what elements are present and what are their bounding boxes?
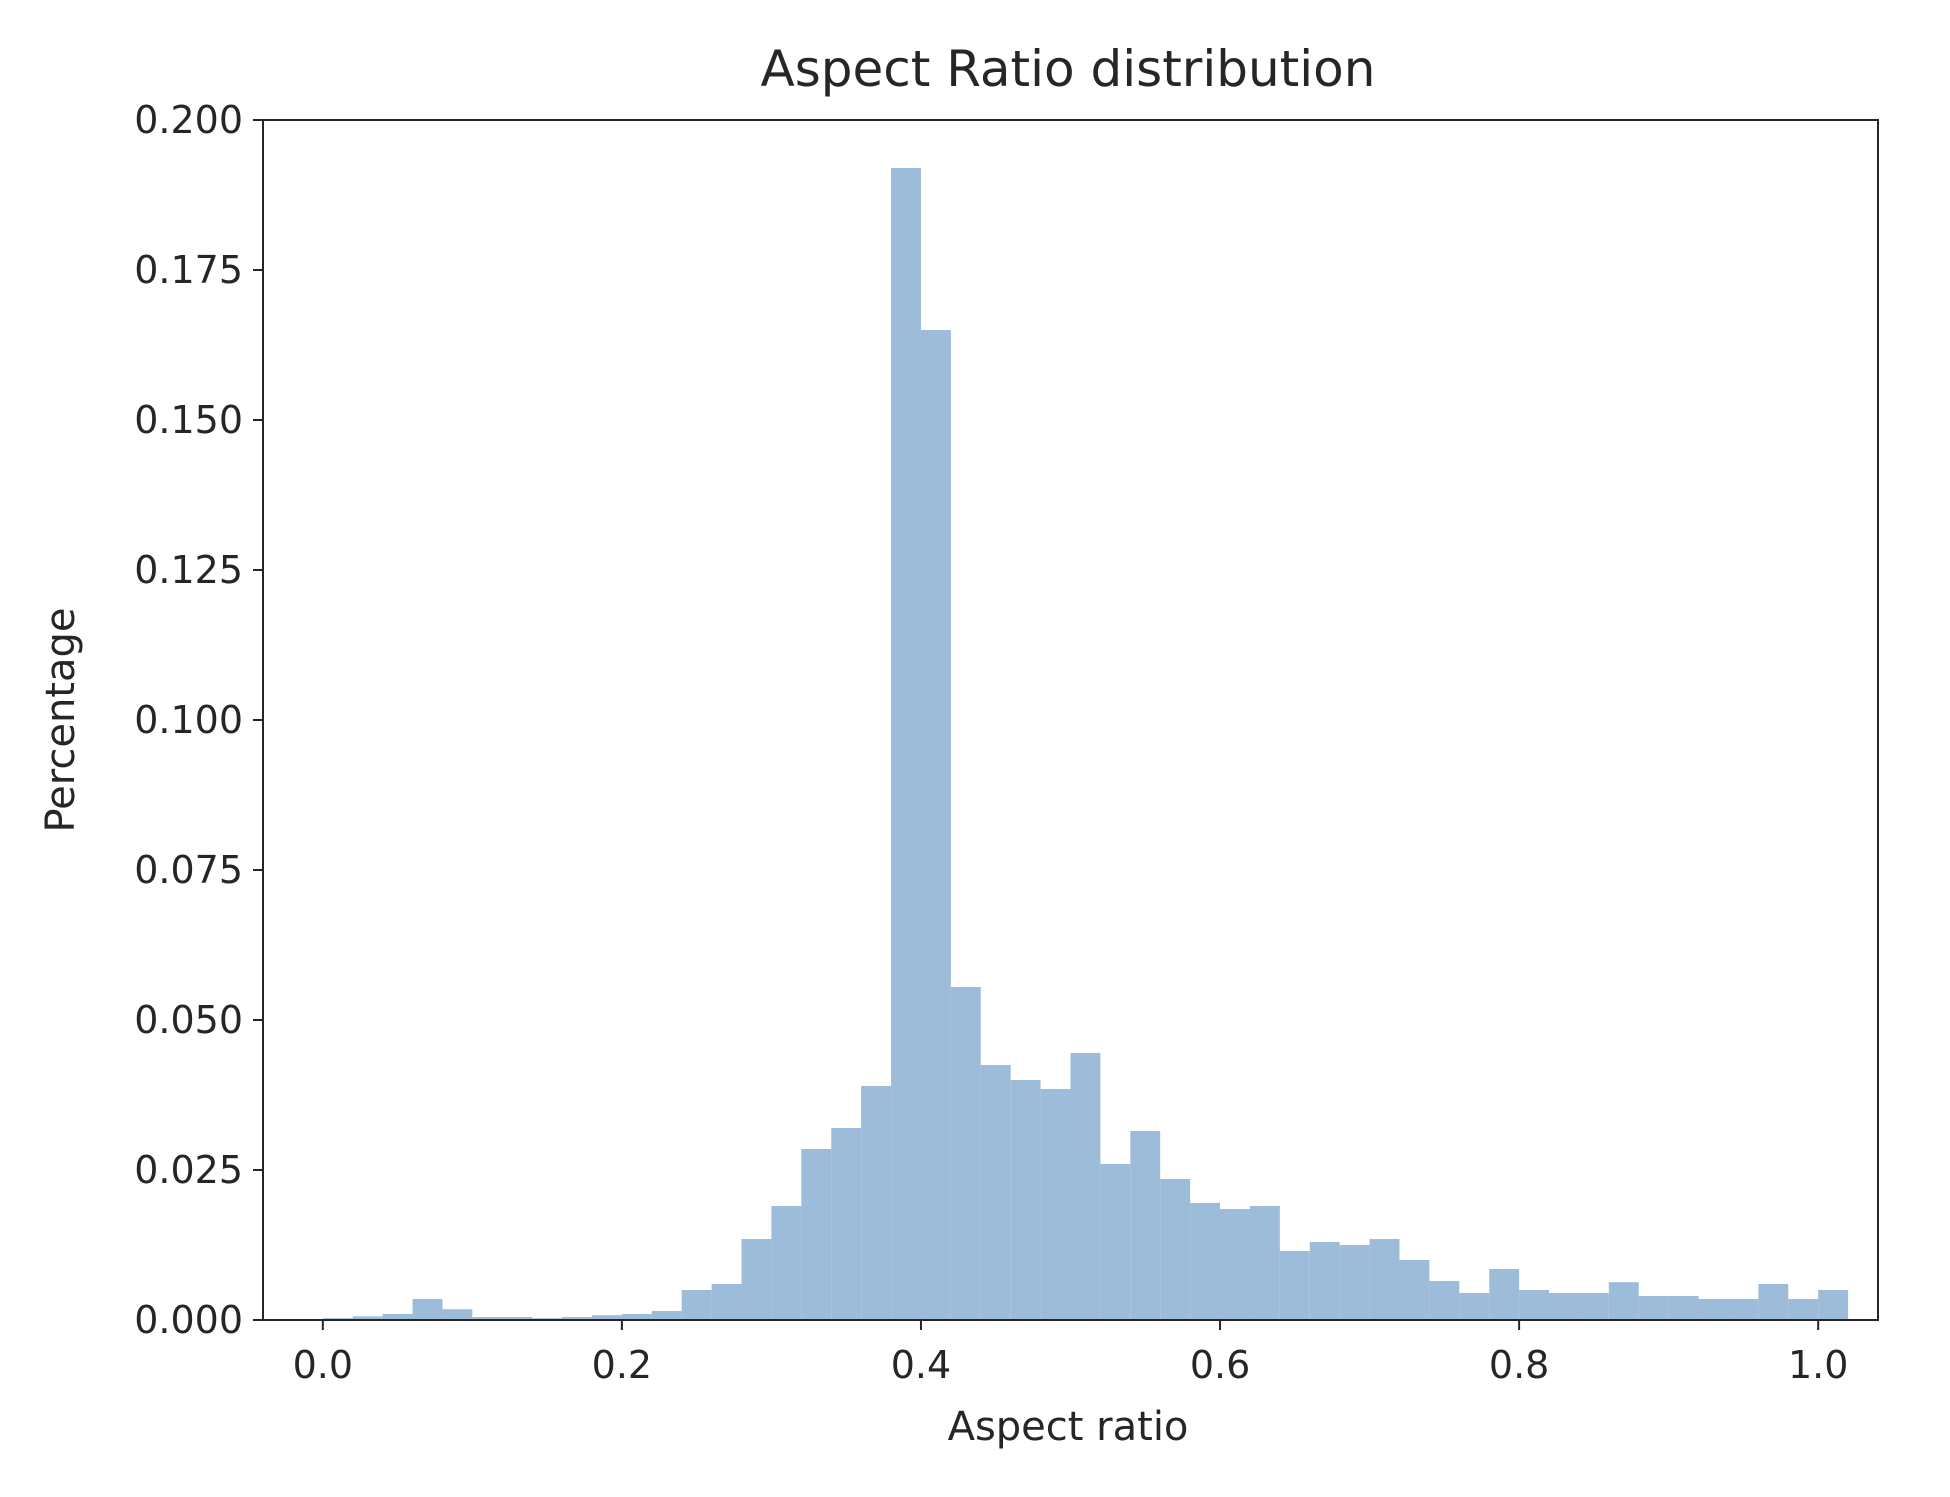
- histogram-bar: [1249, 1206, 1280, 1320]
- y-axis-ticks: 0.000 0.025 0.050 0.075 0.100 0.125 0.150 0.175…: [134, 98, 263, 1342]
- histogram-bar: [591, 1315, 622, 1320]
- histogram-bar: [412, 1299, 443, 1320]
- histogram-bar: [1130, 1131, 1161, 1320]
- y-tick-label: 0.175: [134, 248, 243, 292]
- histogram-bar: [1339, 1245, 1370, 1320]
- y-axis-label: Percentage: [38, 607, 84, 832]
- histogram-bar: [681, 1290, 712, 1320]
- y-tick-label: 0.050: [134, 998, 243, 1042]
- x-axis-ticks: 0.0 0.2 0.4 0.6 0.8 1.0: [293, 1320, 1848, 1387]
- histogram-bar: [1279, 1251, 1310, 1320]
- histogram-bar: [1758, 1284, 1789, 1320]
- histogram-bar: [1220, 1209, 1250, 1320]
- y-tick-label: 0.200: [134, 98, 243, 142]
- x-axis-label: Aspect ratio: [948, 1404, 1189, 1450]
- histogram-bar: [801, 1149, 832, 1320]
- histogram-bar: [1070, 1053, 1101, 1320]
- histogram-bar: [651, 1311, 682, 1320]
- histogram-bar: [621, 1314, 652, 1320]
- histogram-bar: [1578, 1293, 1609, 1320]
- histogram-bar: [1608, 1282, 1639, 1320]
- histogram-bar: [891, 168, 921, 1320]
- histogram-bars: [322, 168, 1849, 1320]
- x-tick-label: 0.4: [891, 1343, 951, 1387]
- histogram-bar: [1190, 1203, 1221, 1320]
- histogram-bar: [1668, 1296, 1699, 1320]
- x-tick-label: 1.0: [1788, 1343, 1848, 1387]
- y-tick-label: 0.000: [134, 1298, 243, 1342]
- histogram-bar: [1369, 1239, 1400, 1320]
- histogram-bar: [562, 1317, 592, 1320]
- histogram-bar: [831, 1128, 862, 1320]
- x-tick-label: 0.8: [1489, 1343, 1549, 1387]
- x-tick-label: 0.6: [1190, 1343, 1250, 1387]
- histogram-bar: [741, 1239, 772, 1320]
- histogram-bar: [861, 1086, 892, 1320]
- histogram-bar: [1788, 1299, 1819, 1320]
- histogram-bar: [980, 1065, 1011, 1320]
- histogram-bar: [1429, 1281, 1460, 1320]
- histogram-bar: [1010, 1080, 1041, 1320]
- histogram-bar: [1040, 1089, 1071, 1320]
- histogram-bar: [950, 987, 981, 1320]
- histogram-bar: [472, 1317, 503, 1320]
- x-tick-label: 0.2: [592, 1343, 652, 1387]
- histogram-bar: [382, 1314, 413, 1320]
- histogram-bar: [771, 1206, 802, 1320]
- histogram-bar: [1160, 1179, 1191, 1320]
- histogram-bar: [1399, 1260, 1430, 1320]
- histogram-bar: [1100, 1164, 1131, 1320]
- y-tick-label: 0.100: [134, 698, 243, 742]
- y-tick-label: 0.025: [134, 1148, 243, 1192]
- histogram-bar: [352, 1316, 383, 1320]
- histogram-bar: [1698, 1299, 1729, 1320]
- histogram-bar: [1489, 1269, 1520, 1320]
- y-tick-label: 0.075: [134, 848, 243, 892]
- y-tick-label: 0.150: [134, 398, 243, 442]
- histogram-bar: [1728, 1299, 1759, 1320]
- histogram-bar: [1638, 1296, 1669, 1320]
- histogram-bar: [1818, 1290, 1849, 1320]
- histogram-bar: [1459, 1293, 1490, 1320]
- histogram-bar: [1309, 1242, 1340, 1320]
- x-tick-label: 0.0: [293, 1343, 353, 1387]
- histogram-bar: [711, 1284, 742, 1320]
- chart-title: Aspect Ratio distribution: [761, 40, 1376, 98]
- histogram-bar: [442, 1309, 473, 1320]
- histogram-bar: [502, 1317, 533, 1320]
- y-tick-label: 0.125: [134, 548, 243, 592]
- histogram-bar: [1519, 1290, 1550, 1320]
- histogram-bar: [920, 330, 951, 1320]
- histogram-bar: [1549, 1293, 1579, 1320]
